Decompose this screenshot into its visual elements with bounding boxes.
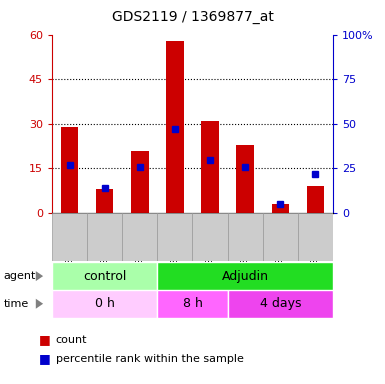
Bar [157, 262, 333, 290]
Bar [52, 213, 87, 261]
Bar [263, 213, 298, 261]
Bar [157, 213, 192, 261]
Bar [61, 127, 78, 213]
Text: percentile rank within the sample: percentile rank within the sample [56, 354, 244, 364]
Bar [87, 213, 122, 261]
Polygon shape [36, 299, 43, 309]
Bar [271, 204, 289, 213]
Bar [192, 213, 228, 261]
Bar [122, 213, 157, 261]
Bar [131, 151, 149, 213]
Text: agent: agent [4, 271, 36, 281]
Bar [298, 213, 333, 261]
Text: 0 h: 0 h [95, 297, 115, 310]
Bar [228, 213, 263, 261]
Bar [307, 186, 324, 213]
Bar [157, 290, 228, 318]
Bar [228, 290, 333, 318]
Bar [201, 121, 219, 213]
Text: ■: ■ [38, 333, 50, 346]
Bar [236, 145, 254, 213]
Text: control: control [83, 270, 126, 283]
Bar [52, 290, 157, 318]
Text: 4 days: 4 days [259, 297, 301, 310]
Text: time: time [4, 299, 29, 309]
Text: Adjudin: Adjudin [222, 270, 269, 283]
Bar [96, 189, 114, 213]
Polygon shape [36, 271, 43, 281]
Bar [52, 262, 157, 290]
Bar [166, 41, 184, 213]
Text: ■: ■ [38, 353, 50, 366]
Text: GDS2119 / 1369877_at: GDS2119 / 1369877_at [112, 10, 273, 23]
Text: count: count [56, 335, 87, 345]
Text: 8 h: 8 h [182, 297, 203, 310]
